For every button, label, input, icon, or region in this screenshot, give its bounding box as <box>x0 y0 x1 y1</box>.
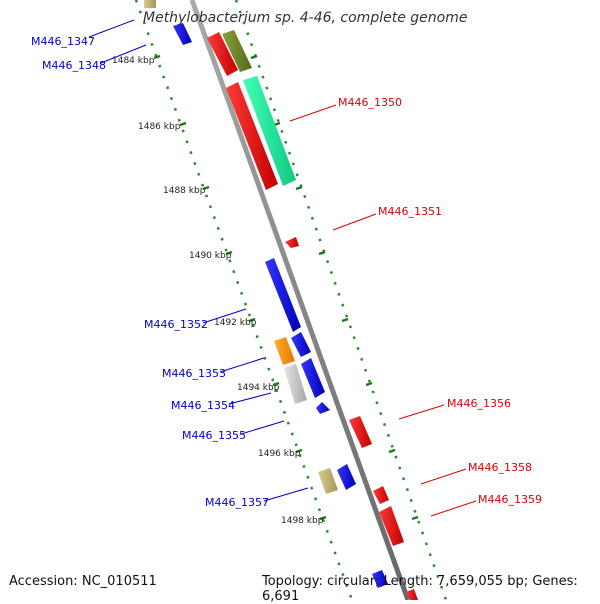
topology-value: circular; <box>326 574 380 589</box>
gene-label[interactable]: M446_1359 <box>478 493 542 506</box>
leader-line <box>219 357 265 373</box>
gene-feature-1354b[interactable] <box>301 358 325 398</box>
gene-feature-1349a[interactable] <box>207 32 238 76</box>
gene-label[interactable]: M446_1356 <box>447 397 511 410</box>
gene-label[interactable]: M446_1358 <box>468 461 532 474</box>
leader-line <box>100 44 147 64</box>
length-value: 7,659,055 bp; <box>437 574 529 589</box>
gene-feature-1357b[interactable] <box>337 464 356 490</box>
kbp-label: 1498 kbp <box>281 516 324 526</box>
leader-line <box>263 487 309 502</box>
kbp-label: 1488 kbp <box>163 186 206 196</box>
gene-feature-1351[interactable] <box>285 237 299 248</box>
gene-label[interactable]: M446_1352 <box>144 318 208 331</box>
leader-line <box>240 420 285 435</box>
kbp-label: 1496 kbp <box>258 449 301 459</box>
gene-feature-1353[interactable] <box>274 337 295 365</box>
gene-feature-1349b[interactable] <box>222 30 252 72</box>
outer-tick-guide <box>134 0 354 600</box>
gene-label[interactable]: M446_1351 <box>378 205 442 218</box>
kbp-tick-marks <box>153 54 327 521</box>
gene-feature-edge[interactable] <box>372 570 388 588</box>
genes-value: 6,691 <box>262 589 300 604</box>
inner-tick-marks <box>250 54 419 521</box>
leader-line <box>228 392 272 405</box>
genome-title: Methylobacterium sp. 4-46, complete geno… <box>143 10 468 26</box>
gene-feature-1353b[interactable] <box>291 332 311 357</box>
kbp-label: 1492 kbp <box>214 318 257 328</box>
leader-line <box>202 308 247 324</box>
gene-feature-1348[interactable] <box>173 23 192 45</box>
kbp-label: 1490 kbp <box>189 251 232 261</box>
gene-feature-1359[interactable] <box>379 506 404 546</box>
gene-label[interactable]: M446_1350 <box>338 96 402 109</box>
gene-feature-1352[interactable] <box>265 258 301 332</box>
accession-label: Accession: <box>9 574 78 589</box>
leader-line <box>420 468 467 485</box>
leader-line <box>332 213 377 231</box>
forward-strand-features <box>144 0 388 588</box>
gene-feature-1357[interactable] <box>318 468 338 494</box>
genome-backbone <box>189 0 411 600</box>
gene-feature-1358[interactable] <box>373 486 389 504</box>
gene-feature-1350b[interactable] <box>243 76 296 186</box>
genes-label: Genes: <box>532 574 578 589</box>
inner-tick-guide <box>234 0 448 600</box>
genome-stats: Topology: circular; Length: 7,659,055 bp… <box>262 574 600 604</box>
gene-label[interactable]: M446_1347 <box>31 35 95 48</box>
length-label: Length: <box>383 574 433 589</box>
accession-info: Accession: NC_010511 <box>9 574 157 589</box>
accession-value: NC_010511 <box>81 574 157 589</box>
leader-line <box>289 104 337 122</box>
gene-feature-1356[interactable] <box>349 416 372 448</box>
reverse-strand-features <box>207 30 418 600</box>
gene-label[interactable]: M446_1348 <box>42 59 106 72</box>
gene-label[interactable]: M446_1357 <box>205 496 269 509</box>
gene-label[interactable]: M446_1353 <box>162 367 226 380</box>
gene-label[interactable]: M446_1354 <box>171 399 235 412</box>
gene-feature-1347[interactable] <box>144 0 156 8</box>
kbp-label: 1484 kbp <box>112 56 155 66</box>
gene-feature-1355[interactable] <box>316 402 330 414</box>
kbp-label: 1486 kbp <box>138 122 181 132</box>
leader-line <box>430 500 477 517</box>
leader-line <box>398 404 445 420</box>
gene-feature-edge-red[interactable] <box>406 589 418 600</box>
gene-feature-1354[interactable] <box>284 364 307 404</box>
leader-line <box>88 19 135 38</box>
gene-feature-1350[interactable] <box>226 82 278 190</box>
gene-label[interactable]: M446_1355 <box>182 429 246 442</box>
topology-label: Topology: <box>262 574 323 589</box>
kbp-label: 1494 kbp <box>237 383 280 393</box>
